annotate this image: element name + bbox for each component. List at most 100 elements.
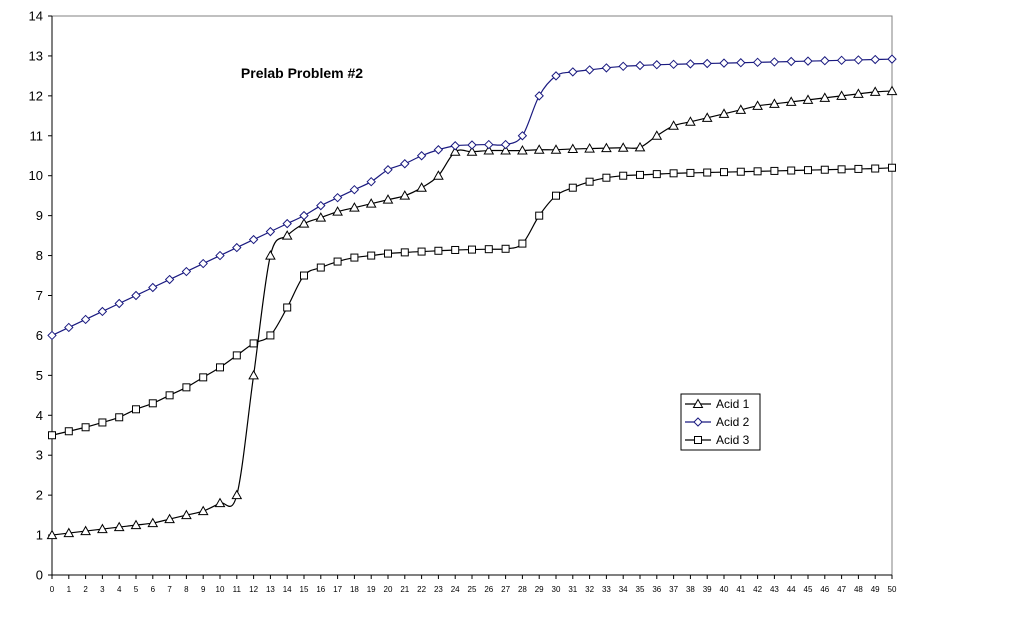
data-point-acid-2 [282, 218, 292, 229]
data-point-acid-3 [333, 257, 342, 266]
data-point-acid-1 [500, 145, 511, 155]
legend-marker-acid-3 [694, 436, 702, 444]
data-point-acid-2 [80, 314, 91, 325]
data-point-acid-3 [468, 245, 476, 254]
y-tick-label: 6 [36, 328, 43, 343]
data-point-acid-1 [853, 88, 864, 98]
data-point-acid-2 [148, 282, 158, 293]
x-tick-label: 34 [619, 585, 628, 594]
data-point-acid-3 [736, 167, 745, 176]
x-tick-label: 36 [652, 585, 661, 594]
x-tick-label: 40 [720, 585, 729, 594]
x-tick-label: 28 [518, 585, 527, 594]
series-acid-1 [46, 85, 898, 540]
data-point-acid-2 [685, 59, 696, 69]
y-tick-label: 9 [36, 208, 43, 223]
legend: Acid 1 Acid 2 Acid 3 [680, 393, 761, 451]
x-tick-label: 22 [417, 585, 426, 594]
x-tick-label: 15 [300, 585, 309, 594]
data-point-acid-3 [216, 363, 224, 372]
data-point-acid-1 [281, 230, 293, 240]
data-point-acid-3 [820, 165, 829, 174]
data-point-acid-3 [98, 418, 107, 427]
data-point-acid-1 [550, 144, 562, 154]
data-point-acid-2 [47, 330, 57, 341]
data-point-acid-3 [652, 170, 661, 179]
data-point-acid-1 [617, 142, 629, 152]
x-tick-label: 1 [67, 585, 72, 594]
x-tick-label: 26 [484, 585, 493, 594]
data-point-acid-1 [265, 250, 276, 260]
data-point-acid-1 [601, 142, 612, 153]
data-point-acid-2 [752, 57, 763, 68]
x-tick-label: 21 [400, 585, 409, 594]
data-point-acid-2 [299, 210, 309, 221]
data-point-acid-1 [634, 141, 646, 152]
data-point-acid-3 [148, 399, 157, 408]
x-tick-label: 2 [83, 585, 88, 594]
legend-label-acid-1: Acid 1 [716, 397, 750, 411]
data-point-acid-3 [619, 171, 628, 180]
y-tick-label: 8 [36, 248, 43, 263]
x-tick-label: 25 [468, 585, 477, 594]
data-point-acid-1 [886, 85, 898, 96]
x-tick-label: 39 [703, 585, 712, 594]
data-point-acid-1 [836, 90, 847, 100]
data-point-acid-2 [265, 226, 276, 237]
x-tick-label: 31 [568, 585, 577, 594]
data-point-acid-2 [467, 140, 477, 150]
x-tick-label: 50 [888, 585, 897, 594]
series-acid-3 [48, 163, 896, 440]
series-line-acid-1 [51, 90, 893, 536]
data-point-acid-1 [701, 112, 713, 122]
data-point-acid-3 [283, 303, 292, 312]
x-tick-label: 33 [602, 585, 611, 594]
data-point-acid-2 [500, 139, 511, 150]
data-point-acid-1 [197, 505, 209, 516]
data-point-acid-3 [787, 166, 796, 175]
x-tick-label: 0 [50, 585, 55, 594]
data-point-acid-3 [249, 339, 258, 348]
data-point-acid-3 [770, 166, 779, 175]
data-point-acid-1 [735, 104, 747, 114]
data-point-acid-2 [769, 57, 780, 67]
data-point-acid-3 [48, 431, 56, 440]
data-point-acid-3 [182, 383, 191, 392]
data-point-acid-2 [366, 176, 376, 187]
data-point-acid-3 [552, 191, 560, 200]
data-point-acid-2 [164, 274, 175, 285]
data-point-acid-3 [266, 331, 275, 340]
data-point-acid-3 [753, 167, 762, 176]
data-point-acid-2 [131, 290, 141, 301]
data-point-acid-1 [449, 146, 461, 156]
data-point-acid-2 [786, 56, 796, 67]
data-point-acid-2 [803, 56, 813, 66]
data-point-acid-2 [383, 165, 393, 175]
data-point-acid-3 [888, 163, 896, 172]
data-point-acid-3 [484, 245, 493, 254]
data-point-acid-3 [316, 263, 325, 272]
data-point-acid-3 [703, 168, 712, 177]
y-tick-label: 5 [36, 368, 43, 383]
data-point-acid-3 [132, 405, 140, 414]
y-tick-label: 2 [36, 488, 43, 503]
data-point-acid-3 [451, 245, 460, 254]
data-point-acid-1 [416, 182, 427, 192]
x-tick-label: 23 [434, 585, 443, 594]
y-tick-label: 3 [36, 448, 43, 463]
x-tick-label: 12 [249, 585, 258, 594]
series-layer [46, 54, 898, 540]
x-tick-label: 46 [820, 585, 829, 594]
data-point-acid-2 [702, 58, 712, 69]
x-tick-label: 3 [100, 585, 105, 594]
data-point-acid-3 [350, 253, 359, 262]
data-point-acid-1 [231, 489, 243, 500]
data-point-acid-2 [97, 306, 108, 317]
data-point-acid-1 [214, 497, 226, 508]
chart-title: Prelab Problem #2 [241, 65, 363, 81]
x-tick-label: 45 [804, 585, 813, 594]
data-point-acid-3 [400, 248, 409, 257]
series-acid-2 [47, 54, 897, 341]
